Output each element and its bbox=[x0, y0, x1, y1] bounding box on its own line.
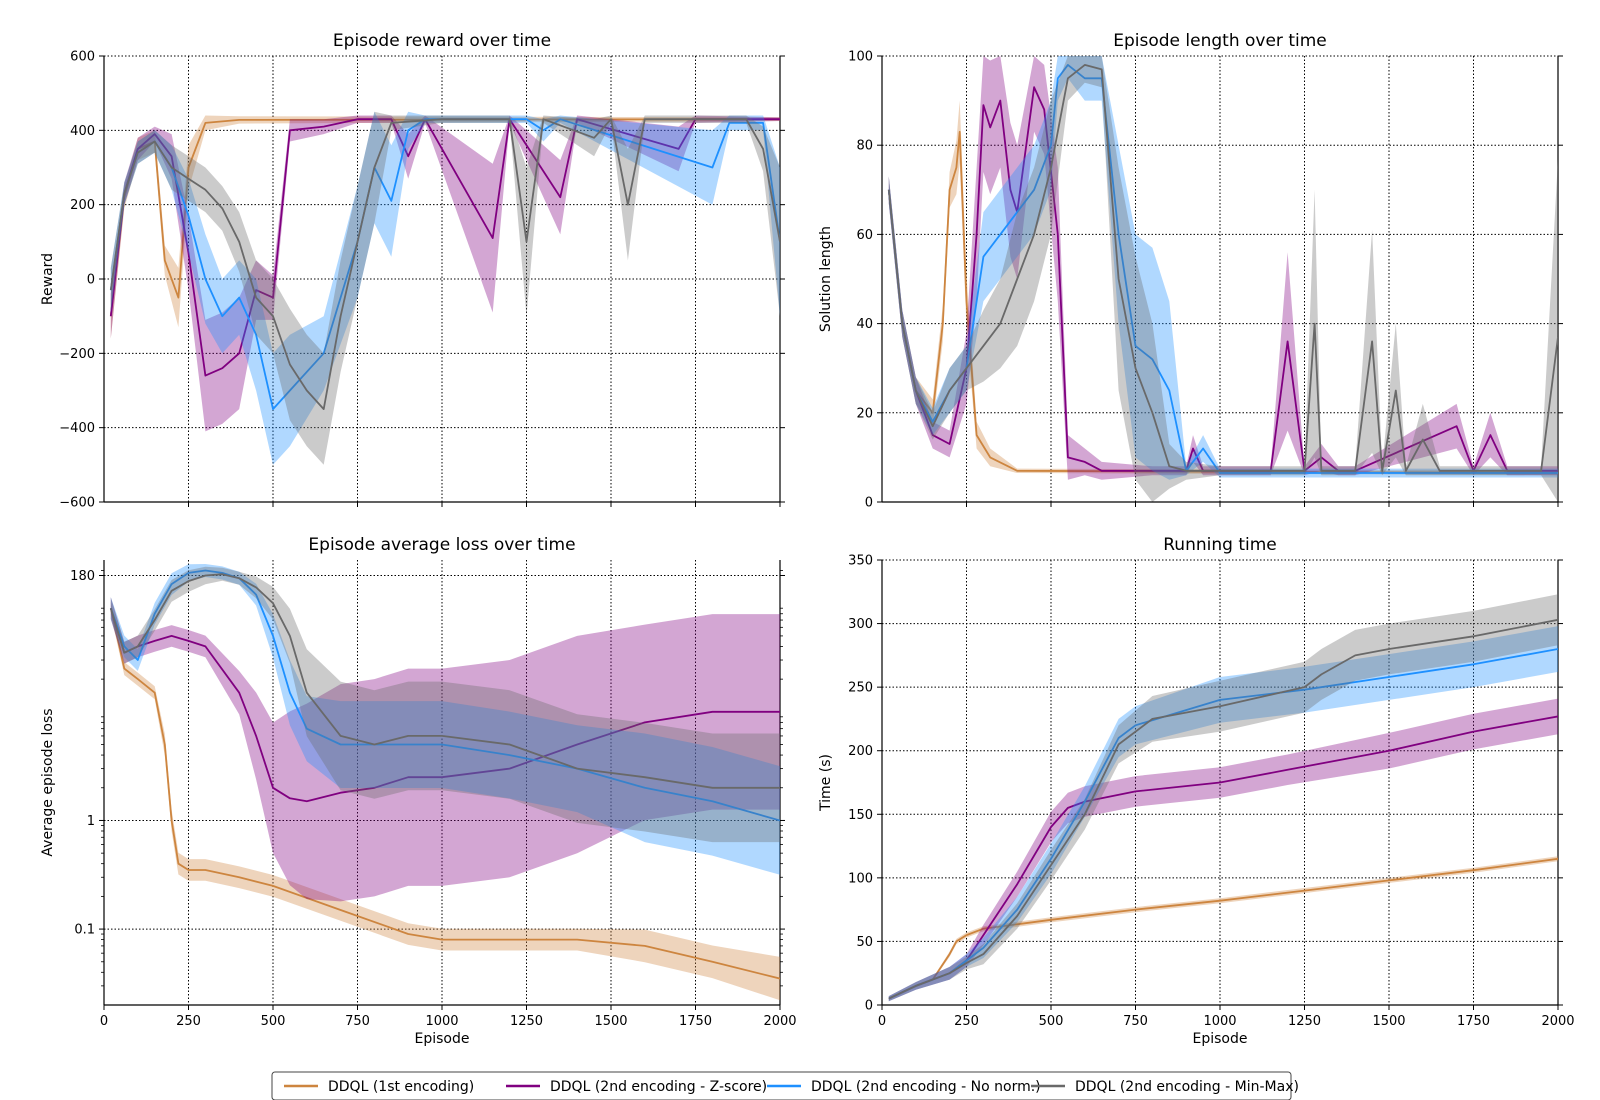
series-line-minmax bbox=[109, 573, 780, 789]
x-tick-label: 1750 bbox=[679, 1014, 712, 1029]
y-tick-label: 250 bbox=[848, 681, 873, 696]
series-group bbox=[109, 564, 780, 1001]
series-band-minmax bbox=[110, 111, 780, 465]
y-tick-label: 80 bbox=[856, 139, 873, 154]
chart-title: Episode length over time bbox=[1113, 31, 1326, 51]
chart-title: Episode reward over time bbox=[333, 31, 551, 51]
series-line-enc1 bbox=[888, 857, 1558, 1000]
series-line-minmax bbox=[109, 118, 780, 410]
y-tick-label: 0 bbox=[865, 496, 873, 511]
y-tick-label: 200 bbox=[848, 744, 873, 759]
series-band-zscore bbox=[110, 597, 780, 902]
grid bbox=[882, 559, 1559, 1005]
series-band-minmax bbox=[888, 594, 1558, 1002]
series-line-minmax bbox=[887, 64, 1558, 472]
legend-label: DDQL (2nd encoding - No norm.) bbox=[811, 1079, 1041, 1095]
series-line-zscore bbox=[109, 607, 780, 803]
x-tick-label: 1250 bbox=[1288, 1014, 1321, 1029]
x-tick-label: 250 bbox=[954, 1014, 979, 1029]
y-tick-label: 0 bbox=[87, 273, 95, 288]
y-tick-label: 40 bbox=[856, 317, 873, 332]
x-tick-label: 500 bbox=[261, 1014, 286, 1029]
y-tick-label: 1 bbox=[87, 814, 95, 829]
y-tick-label: 350 bbox=[848, 554, 873, 569]
series-line-zscore bbox=[109, 118, 780, 377]
subplot-loss: 0 250 500 750 1000 1250 1500 1750 2000 0.1 1 180 Epi… bbox=[40, 535, 797, 1047]
x-axis-label: Episode bbox=[1193, 1031, 1248, 1047]
y-tick-label: 50 bbox=[856, 935, 873, 950]
y-tick-label: 100 bbox=[848, 50, 873, 65]
x-tick-label: 500 bbox=[1039, 1014, 1064, 1029]
legend-label: DDQL (2nd encoding - Min-Max) bbox=[1075, 1079, 1299, 1095]
subplot-length: 0 20 40 60 80 100 Episode length over time Solu… bbox=[818, 31, 1563, 511]
x-tick-label: 1000 bbox=[1203, 1014, 1236, 1029]
series-band-enc1 bbox=[110, 601, 780, 1001]
y-tick-label: 200 bbox=[70, 198, 95, 213]
series-band-nonorm bbox=[888, 626, 1558, 1002]
series-line-nonorm bbox=[109, 569, 780, 822]
x-tick-label: 1500 bbox=[594, 1014, 627, 1029]
y-tick-label: 600 bbox=[70, 50, 95, 65]
x-tick-label: 1000 bbox=[425, 1014, 458, 1029]
x-tick-label: 1500 bbox=[1372, 1014, 1405, 1029]
y-axis-label: Reward bbox=[40, 253, 56, 305]
y-axis-label: Solution length bbox=[818, 226, 834, 332]
y-tick-label: −600 bbox=[59, 496, 95, 511]
x-tick-label: 2000 bbox=[1541, 1014, 1574, 1029]
x-tick-label: 250 bbox=[176, 1014, 201, 1029]
legend: DDQL (1st encoding) DDQL (2nd encoding - … bbox=[271, 1071, 1299, 1100]
series-band-minmax bbox=[888, 56, 1558, 502]
y-tick-label: 300 bbox=[848, 617, 873, 632]
x-tick-label: 0 bbox=[878, 1014, 886, 1029]
y-tick-label: 180 bbox=[70, 569, 95, 584]
x-tick-label: 750 bbox=[1123, 1014, 1148, 1029]
chart-title: Running time bbox=[1163, 535, 1276, 555]
grid bbox=[104, 55, 781, 502]
y-tick-label: 0.1 bbox=[74, 923, 95, 938]
y-tick-label: 20 bbox=[856, 406, 873, 421]
series-band-zscore bbox=[110, 115, 780, 432]
legend-label: DDQL (1st encoding) bbox=[328, 1079, 474, 1095]
y-tick-label: −200 bbox=[59, 347, 95, 362]
y-tick-label: 60 bbox=[856, 228, 873, 243]
subplot-running-time: 0 250 500 750 1000 1250 1500 1750 2000 0 50 100 150 2… bbox=[818, 535, 1575, 1047]
subplot-reward: −600 −400 −200 0 200 400 600 Episode reward ove… bbox=[40, 31, 785, 511]
x-tick-label: 1750 bbox=[1457, 1014, 1490, 1029]
y-tick-label: −400 bbox=[59, 421, 95, 436]
chart-title: Episode average loss over time bbox=[308, 535, 575, 555]
series-group bbox=[888, 594, 1558, 1002]
x-tick-label: 2000 bbox=[763, 1014, 796, 1029]
y-tick-label: 100 bbox=[848, 871, 873, 886]
series-group bbox=[109, 111, 780, 465]
series-band-nonorm bbox=[110, 564, 780, 875]
y-axis-label: Time (s) bbox=[818, 754, 834, 812]
y-tick-label: 400 bbox=[70, 124, 95, 139]
y-axis-label: Average episode loss bbox=[40, 708, 56, 856]
series-band-nonorm bbox=[110, 111, 780, 465]
series-band-enc1 bbox=[110, 115, 780, 339]
series-band-zscore bbox=[888, 56, 1558, 480]
x-tick-label: 750 bbox=[345, 1014, 370, 1029]
x-tick-label: 0 bbox=[100, 1014, 108, 1029]
x-axis-label: Episode bbox=[415, 1031, 470, 1047]
series-line-enc1 bbox=[109, 608, 780, 980]
series-group bbox=[887, 56, 1558, 502]
y-tick-label: 0 bbox=[865, 999, 873, 1014]
series-line-minmax bbox=[888, 618, 1558, 1000]
legend-label: DDQL (2nd encoding - Z-score) bbox=[550, 1079, 767, 1095]
x-tick-label: 1250 bbox=[510, 1014, 543, 1029]
y-tick-label: 150 bbox=[848, 808, 873, 823]
